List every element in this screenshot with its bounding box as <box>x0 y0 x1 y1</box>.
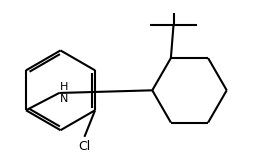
Text: N: N <box>60 94 68 104</box>
Text: Cl: Cl <box>78 140 91 153</box>
Text: H: H <box>60 82 68 92</box>
